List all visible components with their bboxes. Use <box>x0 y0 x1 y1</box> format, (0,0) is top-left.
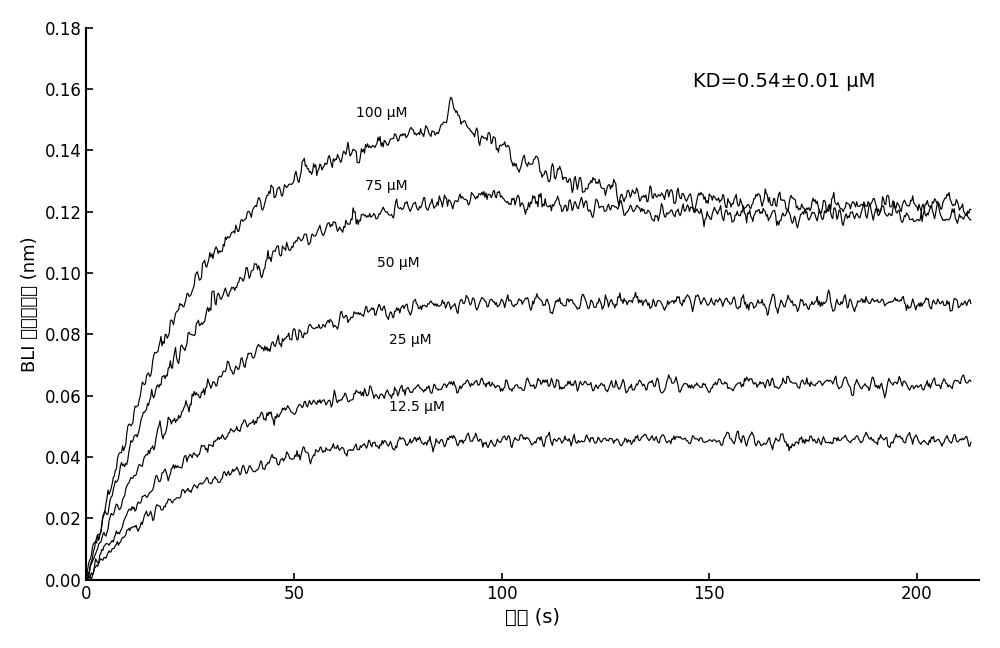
Text: 25 μM: 25 μM <box>389 332 432 347</box>
Y-axis label: BLI 响应信号値 (nm): BLI 响应信号値 (nm) <box>21 236 39 371</box>
Text: 100 μM: 100 μM <box>356 106 408 120</box>
Text: 12.5 μM: 12.5 μM <box>389 400 445 414</box>
Text: KD=0.54±0.01 μM: KD=0.54±0.01 μM <box>693 72 876 91</box>
X-axis label: 时间 (s): 时间 (s) <box>505 608 560 627</box>
Text: 50 μM: 50 μM <box>377 256 420 270</box>
Text: 75 μM: 75 μM <box>365 179 407 193</box>
